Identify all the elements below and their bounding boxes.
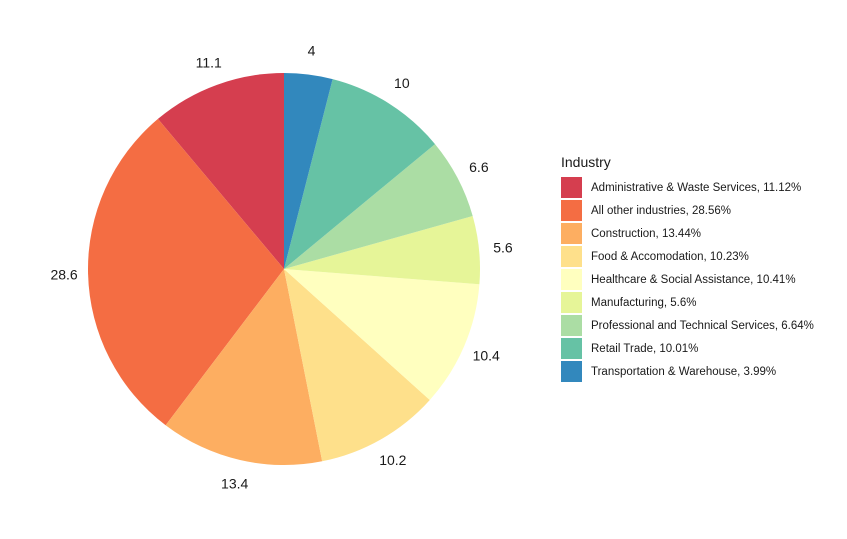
legend-item-8: Transportation & Warehouse, 3.99%	[561, 360, 814, 383]
pie-slice-3	[284, 269, 430, 462]
legend: Industry Administrative & Waste Services…	[561, 154, 814, 383]
legend-swatch	[561, 177, 582, 198]
legend-label: Construction, 13.44%	[591, 227, 701, 240]
legend-label: Healthcare & Social Assistance, 10.41%	[591, 273, 796, 286]
legend-swatch	[561, 200, 582, 221]
legend-swatch	[561, 315, 582, 336]
pie-slice-0	[157, 73, 284, 269]
legend-swatch	[561, 246, 582, 267]
legend-item-5: Manufacturing, 5.6%	[561, 291, 814, 314]
pie-slice-4	[284, 269, 480, 400]
legend-item-3: Food & Accomodation, 10.23%	[561, 245, 814, 268]
legend-label: Manufacturing, 5.6%	[591, 296, 697, 309]
slice-value-label-7: 10	[394, 75, 410, 91]
slice-value-label-3: 10.2	[379, 452, 406, 468]
pie-slice-5	[284, 215, 480, 285]
pie-slice-2	[165, 269, 323, 465]
pie-slice-1	[88, 118, 284, 426]
legend-label: Transportation & Warehouse, 3.99%	[591, 365, 777, 378]
legend-item-4: Healthcare & Social Assistance, 10.41%	[561, 268, 814, 291]
pie-slice-7	[284, 79, 436, 270]
legend-label: Professional and Technical Services, 6.6…	[591, 319, 814, 332]
legend-item-7: Retail Trade, 10.01%	[561, 337, 814, 360]
legend-swatch	[561, 338, 582, 359]
slice-value-label-4: 10.4	[473, 348, 500, 364]
slice-value-label-1: 28.6	[50, 267, 77, 283]
legend-item-1: All other industries, 28.56%	[561, 199, 814, 222]
legend-title: Industry	[561, 154, 611, 170]
pie-slices	[88, 73, 480, 465]
slice-value-label-6: 6.6	[469, 159, 489, 175]
pie-slice-8	[284, 73, 333, 269]
legend-item-2: Construction, 13.44%	[561, 222, 814, 245]
legend-label: All other industries, 28.56%	[591, 204, 731, 217]
slice-value-label-2: 13.4	[221, 475, 248, 491]
legend-items: Administrative & Waste Services, 11.12% A…	[561, 176, 814, 383]
legend-swatch	[561, 361, 582, 382]
pie-value-labels: 11.1 28.6 13.4 10.2 10.4 5.6 6.6 10 4	[50, 43, 512, 492]
legend-swatch	[561, 269, 582, 290]
legend-label: Administrative & Waste Services, 11.12%	[591, 181, 802, 194]
legend-label: Retail Trade, 10.01%	[591, 342, 699, 355]
legend-item-6: Professional and Technical Services, 6.6…	[561, 314, 814, 337]
pie-slice-6	[284, 144, 473, 269]
slice-value-label-8: 4	[308, 43, 316, 59]
legend-item-0: Administrative & Waste Services, 11.12%	[561, 176, 814, 199]
legend-label: Food & Accomodation, 10.23%	[591, 250, 749, 263]
slice-value-label-0: 11.1	[196, 54, 222, 70]
legend-swatch	[561, 292, 582, 313]
legend-swatch	[561, 223, 582, 244]
slice-value-label-5: 5.6	[493, 239, 513, 255]
